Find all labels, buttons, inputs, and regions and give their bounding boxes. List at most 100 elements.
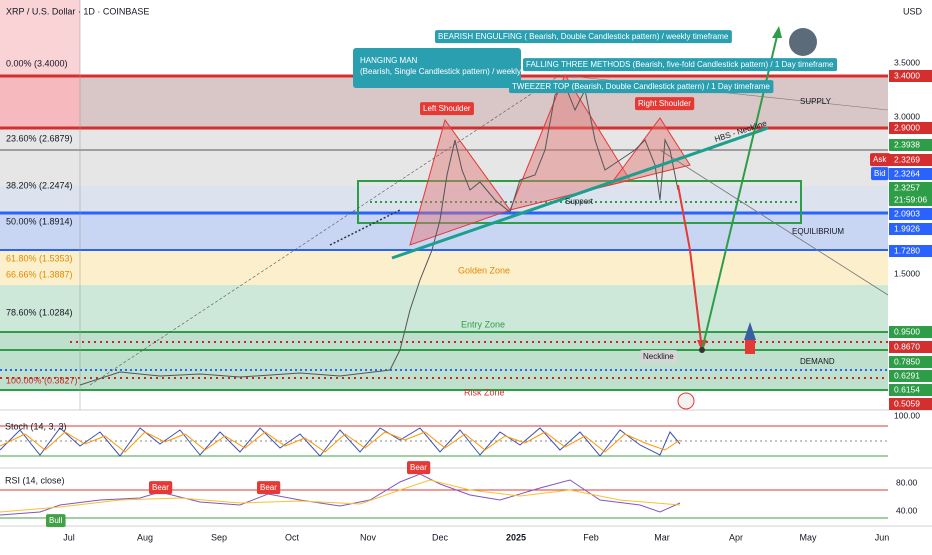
price-tag: [889, 208, 932, 220]
fib-label: 61.80% (1.5353): [6, 253, 73, 263]
price-tag-text: 2.9000: [894, 122, 920, 132]
x-tick-label: Sep: [211, 532, 227, 542]
flag-icon: [677, 392, 695, 410]
fib-label: 0.00% (3.4000): [6, 58, 68, 68]
price-tag: [889, 398, 932, 410]
price-tag: [889, 341, 932, 353]
price-tag-text: 0.6154: [894, 384, 920, 394]
price-tag: [889, 370, 932, 382]
trend-line: [329, 209, 401, 246]
annotation: Left Shoulder: [423, 104, 471, 113]
annotation-bg: [420, 102, 474, 116]
fib-label: 38.20% (2.2474): [6, 180, 73, 190]
pattern-callout-bg: [435, 30, 732, 44]
annotation: Golden Zone: [458, 265, 510, 275]
price-tag-text: 1.9926: [894, 223, 920, 233]
price-tag-text: 21:59:06: [894, 194, 927, 204]
price-line: [79, 84, 679, 386]
bid-tag-bg: [871, 167, 889, 181]
bid-tag: Bid: [874, 169, 886, 178]
annotation: Support: [565, 197, 594, 206]
price-tag: [889, 356, 932, 368]
zone: [0, 76, 80, 128]
price-tag: [889, 194, 932, 206]
rsi-ma: [0, 479, 681, 513]
x-tick-label: Feb: [583, 532, 599, 542]
price-tag-text: 2.3269: [894, 154, 920, 164]
price-tag: [889, 154, 932, 166]
zone: [0, 213, 888, 250]
price-axis: [888, 0, 932, 550]
ask-tag: Ask: [873, 155, 887, 164]
signal-tag: Bear: [152, 483, 169, 492]
x-tick-label: Nov: [360, 532, 377, 542]
axis-tick: 1.5000: [894, 268, 920, 278]
pane-tick: 80.00: [896, 477, 918, 487]
x-tick-label: May: [799, 532, 817, 542]
price-tag-text: 0.9500: [894, 326, 920, 336]
pattern-callout: FALLING THREE METHODS (Bearish, five-fol…: [526, 60, 834, 69]
trend-line: [89, 74, 561, 386]
pane-tick: 40.00: [896, 505, 918, 515]
price-tag-text: 0.7850: [894, 356, 920, 366]
arrow-head: [772, 26, 782, 38]
price-tag-text: 0.8670: [894, 341, 920, 351]
annotation: Neckline: [643, 352, 674, 361]
price-tag-text: 2.0903: [894, 208, 920, 218]
signal-tag: Bear: [410, 463, 427, 472]
signal-tag-bg: [46, 514, 66, 528]
rocket-icon: [744, 322, 756, 340]
pattern-callout: (Bearish, Single Candlestick pattern) / …: [360, 67, 559, 76]
annotation: SUPPLY: [800, 97, 832, 106]
pattern-callout-bg: [523, 58, 838, 72]
symbol-title: XRP / U.S. Dollar · 1D · COINBASE: [6, 6, 149, 16]
fib-label: 100.00% (0.3827): [6, 375, 78, 385]
pattern-callout: BEARISH ENGULFING ( Bearish, Double Cand…: [438, 32, 729, 41]
price-tag: [889, 223, 932, 235]
x-tick-label: Aug: [137, 532, 153, 542]
price-tag: [889, 168, 932, 180]
annotation: Right Shoulder: [638, 99, 691, 108]
pane-label: Stoch (14, 3, 3): [5, 421, 67, 431]
price-tag: [889, 384, 932, 396]
annotation: Entry Zone: [461, 319, 505, 329]
currency: USD: [903, 6, 923, 16]
price-tag-text: 0.5059: [894, 398, 920, 408]
signal-tag-bg: [257, 481, 281, 495]
price-tag: [889, 182, 932, 194]
rocket-icon: [745, 340, 755, 354]
pattern-callout: TWEEZER TOP (Bearish, Double Candlestick…: [512, 82, 770, 91]
signal-tag-bg: [149, 481, 173, 495]
pane-tick: 100.00: [894, 410, 920, 420]
price-tag-text: 2.3938: [894, 139, 920, 149]
annotation: EQUILIBRIUM: [792, 227, 844, 236]
x-tick-label: Jun: [875, 532, 890, 542]
signal-tag: Bull: [49, 516, 63, 525]
stoch-d: [0, 431, 681, 453]
annotation-bg: [635, 97, 695, 111]
price-tag-text: 0.6291: [894, 370, 920, 380]
price-tag-text: 2.3257: [894, 182, 920, 192]
neckline: [391, 126, 769, 260]
rsi-line: [0, 473, 681, 516]
moon-icon: [789, 28, 817, 56]
axis-tick: 3.5000: [894, 57, 920, 67]
stoch-pane: [0, 410, 888, 467]
fib-label: 23.60% (2.6879): [6, 133, 73, 143]
x-tick-label: 2025: [506, 532, 526, 542]
down-arrow: [677, 184, 703, 351]
axis-tick: 3.0000: [894, 111, 920, 121]
fib-label: 78.60% (1.0284): [6, 307, 73, 317]
fib-label: 66.66% (1.3887): [6, 269, 73, 279]
signal-tag: Bear: [260, 483, 277, 492]
price-tag: [889, 245, 932, 257]
price-tag: [889, 70, 932, 82]
x-tick-label: Mar: [654, 532, 670, 542]
price-tag-text: 1.7280: [894, 245, 920, 255]
signal-tag-bg: [407, 461, 431, 475]
fib-label: 50.00% (1.8914): [6, 216, 73, 226]
zone: [0, 250, 888, 285]
support-box: [357, 180, 802, 224]
target-dot: [699, 347, 705, 353]
